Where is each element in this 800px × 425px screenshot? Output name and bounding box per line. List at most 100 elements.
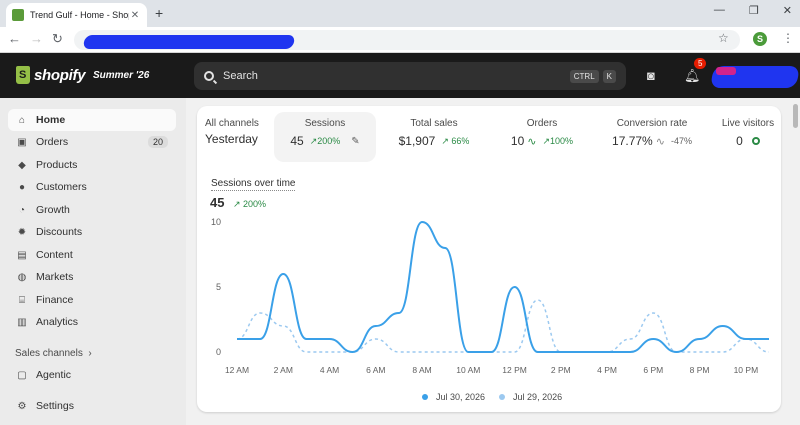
scrollbar[interactable]	[793, 104, 798, 128]
data-point[interactable]	[721, 351, 724, 354]
data-point[interactable]	[698, 338, 701, 341]
pencil-icon[interactable]: ✎	[351, 135, 360, 147]
channel-date-filter[interactable]: All channels Yesterday	[205, 118, 259, 146]
data-point[interactable]	[675, 351, 678, 354]
data-point[interactable]	[652, 312, 655, 315]
shopify-logo[interactable]: shopify	[16, 66, 86, 84]
total-sales-metric[interactable]: Total sales $1,907 ↗ 66%	[389, 118, 479, 148]
tab-close-icon[interactable]: ✕	[130, 9, 140, 21]
data-point[interactable]	[282, 325, 285, 328]
sidebar-item-label: Products	[36, 159, 78, 171]
data-point[interactable]	[582, 351, 585, 354]
data-point[interactable]	[536, 351, 539, 354]
maximize-button[interactable]: ❐	[748, 5, 759, 17]
y-tick-label: 0	[216, 347, 221, 357]
url-bar[interactable]	[74, 30, 740, 50]
sidebar-item-finance[interactable]: ⌸ Finance	[8, 289, 176, 311]
legend-item[interactable]: Jul 30, 2026	[422, 392, 485, 402]
sidebar-item-label: Markets	[36, 271, 74, 283]
data-point[interactable]	[444, 247, 447, 250]
bell-icon[interactable]: 🔔︎	[684, 68, 701, 83]
data-point[interactable]	[328, 351, 331, 354]
sessions-line-chart[interactable]: 0 5 10 12 AM 2 AM 4 AM 6 AM 8 AM 10 AM 12 PM 2 PM 4…	[197, 214, 781, 384]
data-point[interactable]	[513, 286, 516, 289]
sidebar-item-analytics[interactable]: ▥ Analytics	[8, 311, 176, 333]
live-visitors-metric[interactable]: Live visitors 0	[717, 118, 779, 148]
back-arrow-icon[interactable]: ←	[8, 31, 21, 46]
bar-chart-icon: ▥	[17, 316, 27, 328]
global-search[interactable]: Search CTRL K	[194, 62, 626, 90]
sidebar-item-agentic[interactable]: ▢ Agentic	[8, 364, 176, 386]
sidebar-item-products[interactable]: ◆ Products	[8, 154, 176, 176]
new-tab-button[interactable]: +	[155, 5, 164, 21]
data-point[interactable]	[721, 325, 724, 328]
sparkline-icon: ∿	[655, 135, 665, 148]
metric-label: Live visitors	[721, 118, 775, 129]
sidekick-icon[interactable]: ◙	[647, 68, 655, 83]
sidebar-item-label: Orders	[36, 136, 69, 148]
data-point[interactable]	[652, 338, 655, 341]
sidebar-item-markets[interactable]: ◍ Markets	[8, 266, 176, 288]
live-indicator-icon	[751, 137, 760, 145]
data-point[interactable]	[282, 273, 285, 276]
data-point[interactable]	[259, 312, 262, 315]
sidebar-item-content[interactable]: ▤ Content	[8, 244, 176, 266]
browser-menu-icon[interactable]: ⋮	[782, 31, 794, 45]
store-avatar	[716, 67, 736, 75]
sidebar-item-label: Agentic	[36, 369, 72, 381]
profile-avatar[interactable]: S	[753, 32, 767, 46]
data-point[interactable]	[559, 351, 562, 354]
data-point[interactable]	[467, 351, 470, 354]
sidebar-item-growth[interactable]: ◔ Growth	[8, 199, 176, 221]
x-tick-label: 10 PM	[734, 365, 759, 375]
sales-channels-heading[interactable]: Sales channels ›	[15, 348, 92, 359]
discount-icon: ✹	[17, 226, 27, 238]
data-point[interactable]	[698, 351, 701, 354]
data-point[interactable]	[444, 351, 447, 354]
browser-tab[interactable]: Trend Gulf - Home - Shopify ✕	[6, 3, 147, 27]
forward-arrow-icon[interactable]: →	[30, 31, 43, 46]
data-point[interactable]	[513, 351, 516, 354]
sessions-metric-tile[interactable]	[274, 112, 376, 162]
data-point[interactable]	[629, 338, 632, 341]
edition-badge[interactable]: Summer '26	[93, 70, 150, 81]
sidebar-item-settings[interactable]: ⚙ Settings	[8, 395, 176, 417]
legend-item[interactable]: Jul 29, 2026	[499, 392, 562, 402]
bookmark-star-icon[interactable]: ☆	[718, 31, 729, 45]
close-window-button[interactable]: ✕	[782, 5, 792, 17]
sidebar-item-orders[interactable]: ▣ Orders 20	[8, 131, 176, 153]
chart-title[interactable]: Sessions over time	[211, 178, 296, 191]
data-point[interactable]	[236, 338, 239, 341]
data-point[interactable]	[374, 338, 377, 341]
data-point[interactable]	[768, 338, 771, 341]
reload-icon[interactable]: ↻	[52, 31, 63, 46]
data-point[interactable]	[305, 338, 308, 341]
data-point[interactable]	[421, 221, 424, 224]
data-point[interactable]	[374, 325, 377, 328]
data-point[interactable]	[536, 299, 539, 302]
x-tick-label: 10 AM	[456, 365, 480, 375]
sidebar-item-customers[interactable]: ● Customers	[8, 176, 176, 198]
data-point[interactable]	[328, 338, 331, 341]
data-point[interactable]	[490, 351, 493, 354]
sales-channels-label: Sales channels	[15, 348, 83, 359]
data-point[interactable]	[629, 351, 632, 354]
data-point[interactable]	[768, 351, 771, 354]
series-line-0[interactable]	[236, 220, 769, 354]
data-point[interactable]	[421, 351, 424, 354]
sidebar-item-discounts[interactable]: ✹ Discounts	[8, 221, 176, 243]
data-point[interactable]	[606, 351, 609, 354]
data-point[interactable]	[397, 312, 400, 315]
data-point[interactable]	[351, 351, 354, 354]
data-point[interactable]	[305, 351, 308, 354]
minimize-button[interactable]: —	[713, 4, 725, 16]
data-point[interactable]	[744, 338, 747, 341]
x-tick-label: 12 PM	[502, 365, 527, 375]
data-point[interactable]	[259, 338, 262, 341]
date-filter: Yesterday	[205, 132, 258, 146]
x-tick-label: 12 AM	[225, 365, 249, 375]
conversion-metric[interactable]: Conversion rate 17.77% ∿ -47%	[602, 118, 702, 148]
data-point[interactable]	[397, 351, 400, 354]
sidebar-item-home[interactable]: ⌂ Home	[8, 109, 176, 131]
orders-metric[interactable]: Orders 10 ∿ ↗100%	[502, 118, 582, 148]
